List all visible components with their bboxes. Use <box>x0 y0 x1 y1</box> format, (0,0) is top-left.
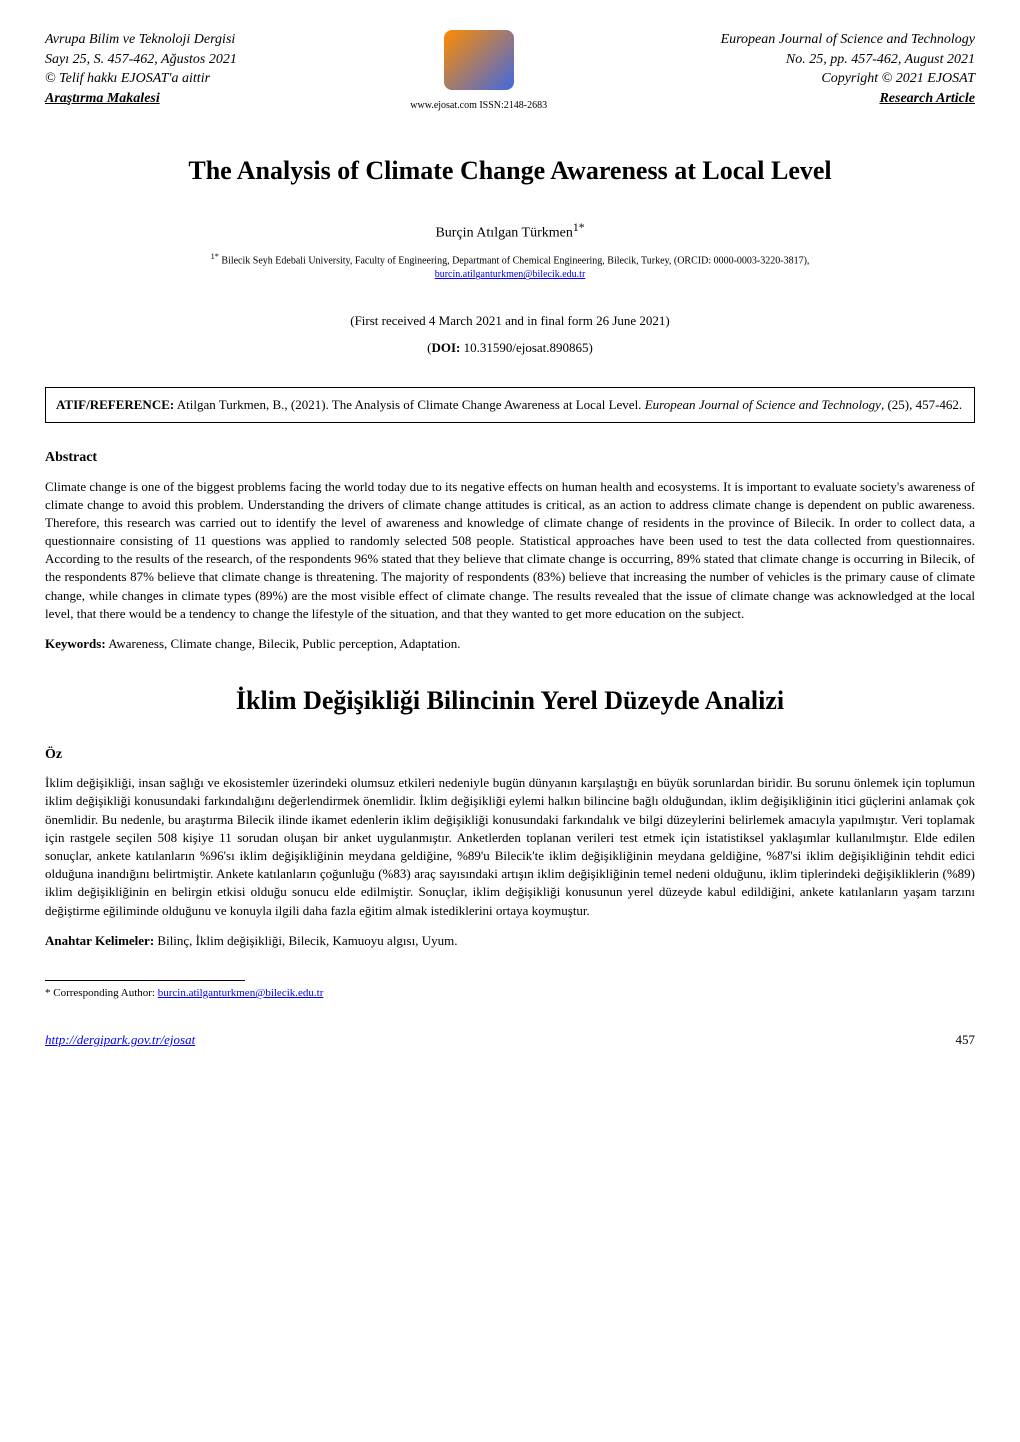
abstract-heading: Abstract <box>45 448 975 468</box>
paper-header: Avrupa Bilim ve Teknoloji Dergisi Sayı 2… <box>45 30 975 113</box>
keywords-en-label: Keywords: <box>45 636 106 651</box>
page-number: 457 <box>956 1031 976 1049</box>
abstract-body: Climate change is one of the biggest pro… <box>45 478 975 624</box>
footnote-email-link[interactable]: burcin.atilganturkmen@bilecik.edu.tr <box>158 987 324 999</box>
doi-line: (DOI: 10.31590/ejosat.890865) <box>45 339 975 357</box>
footnote-label: Corresponding Author: <box>51 987 158 999</box>
article-type-tr: Araştırma Makalesi <box>45 89 237 109</box>
affiliation-text: Bilecik Seyh Edebali University, Faculty… <box>219 255 810 266</box>
reference-tail: , (25), 457-462. <box>881 397 962 412</box>
journal-name-tr: Avrupa Bilim ve Teknoloji Dergisi <box>45 30 237 50</box>
paper-title: The Analysis of Climate Change Awareness… <box>45 153 975 189</box>
corresponding-author-footnote: * Corresponding Author: burcin.atilgantu… <box>45 986 975 1001</box>
article-type-en: Research Article <box>721 89 975 109</box>
issue-info-tr: Sayı 25, S. 457-462, Ağustos 2021 <box>45 50 237 70</box>
oz-body: İklim değişikliği, insan sağlığı ve ekos… <box>45 774 975 920</box>
keywords-en-text: Awareness, Climate change, Bilecik, Publ… <box>106 636 461 651</box>
citation-box: ATIF/REFERENCE: Atilgan Turkmen, B., (20… <box>45 387 975 423</box>
page-footer: http://dergipark.gov.tr/ejosat 457 <box>45 1031 975 1049</box>
oz-heading: Öz <box>45 745 975 765</box>
submission-dates: (First received 4 March 2021 and in fina… <box>45 312 975 330</box>
keywords-tr-text: Bilinç, İklim değişikliği, Bilecik, Kamu… <box>154 933 457 948</box>
header-right: European Journal of Science and Technolo… <box>721 30 975 108</box>
paper-title-tr: İklim Değişikliği Bilincinin Yerel Düzey… <box>45 683 975 719</box>
reference-text: Atilgan Turkmen, B., (2021). The Analysi… <box>174 397 644 412</box>
affiliation: 1* Bilecik Seyh Edebali University, Facu… <box>45 251 975 282</box>
reference-label: ATIF/REFERENCE: <box>56 397 174 412</box>
doi-value: 10.31590/ejosat.890865) <box>460 340 593 355</box>
doi-label: DOI: <box>431 340 460 355</box>
copyright-tr: © Telif hakkı EJOSAT'a aittir <box>45 69 237 89</box>
author-line: Burçin Atılgan Türkmen1* <box>45 220 975 243</box>
issue-info-en: No. 25, pp. 457-462, August 2021 <box>721 50 975 70</box>
footer-journal-link[interactable]: http://dergipark.gov.tr/ejosat <box>45 1031 195 1049</box>
footnote-separator <box>45 980 245 981</box>
affiliation-email-link[interactable]: burcin.atilganturkmen@bilecik.edu.tr <box>435 269 586 280</box>
journal-name-en: European Journal of Science and Technolo… <box>721 30 975 50</box>
keywords-en: Keywords: Awareness, Climate change, Bil… <box>45 635 975 653</box>
author-name: Burçin Atılgan Türkmen <box>435 225 572 240</box>
issn-text: www.ejosat.com ISSN:2148-2683 <box>410 99 547 113</box>
keywords-tr-label: Anahtar Kelimeler: <box>45 933 154 948</box>
copyright-en: Copyright © 2021 EJOSAT <box>721 69 975 89</box>
header-left: Avrupa Bilim ve Teknoloji Dergisi Sayı 2… <box>45 30 237 108</box>
affiliation-marker: 1* <box>211 252 219 261</box>
journal-logo-icon <box>444 30 514 90</box>
header-center: www.ejosat.com ISSN:2148-2683 <box>410 30 547 113</box>
reference-journal: European Journal of Science and Technolo… <box>645 397 881 412</box>
author-sup: 1* <box>573 221 585 234</box>
keywords-tr: Anahtar Kelimeler: Bilinç, İklim değişik… <box>45 932 975 950</box>
